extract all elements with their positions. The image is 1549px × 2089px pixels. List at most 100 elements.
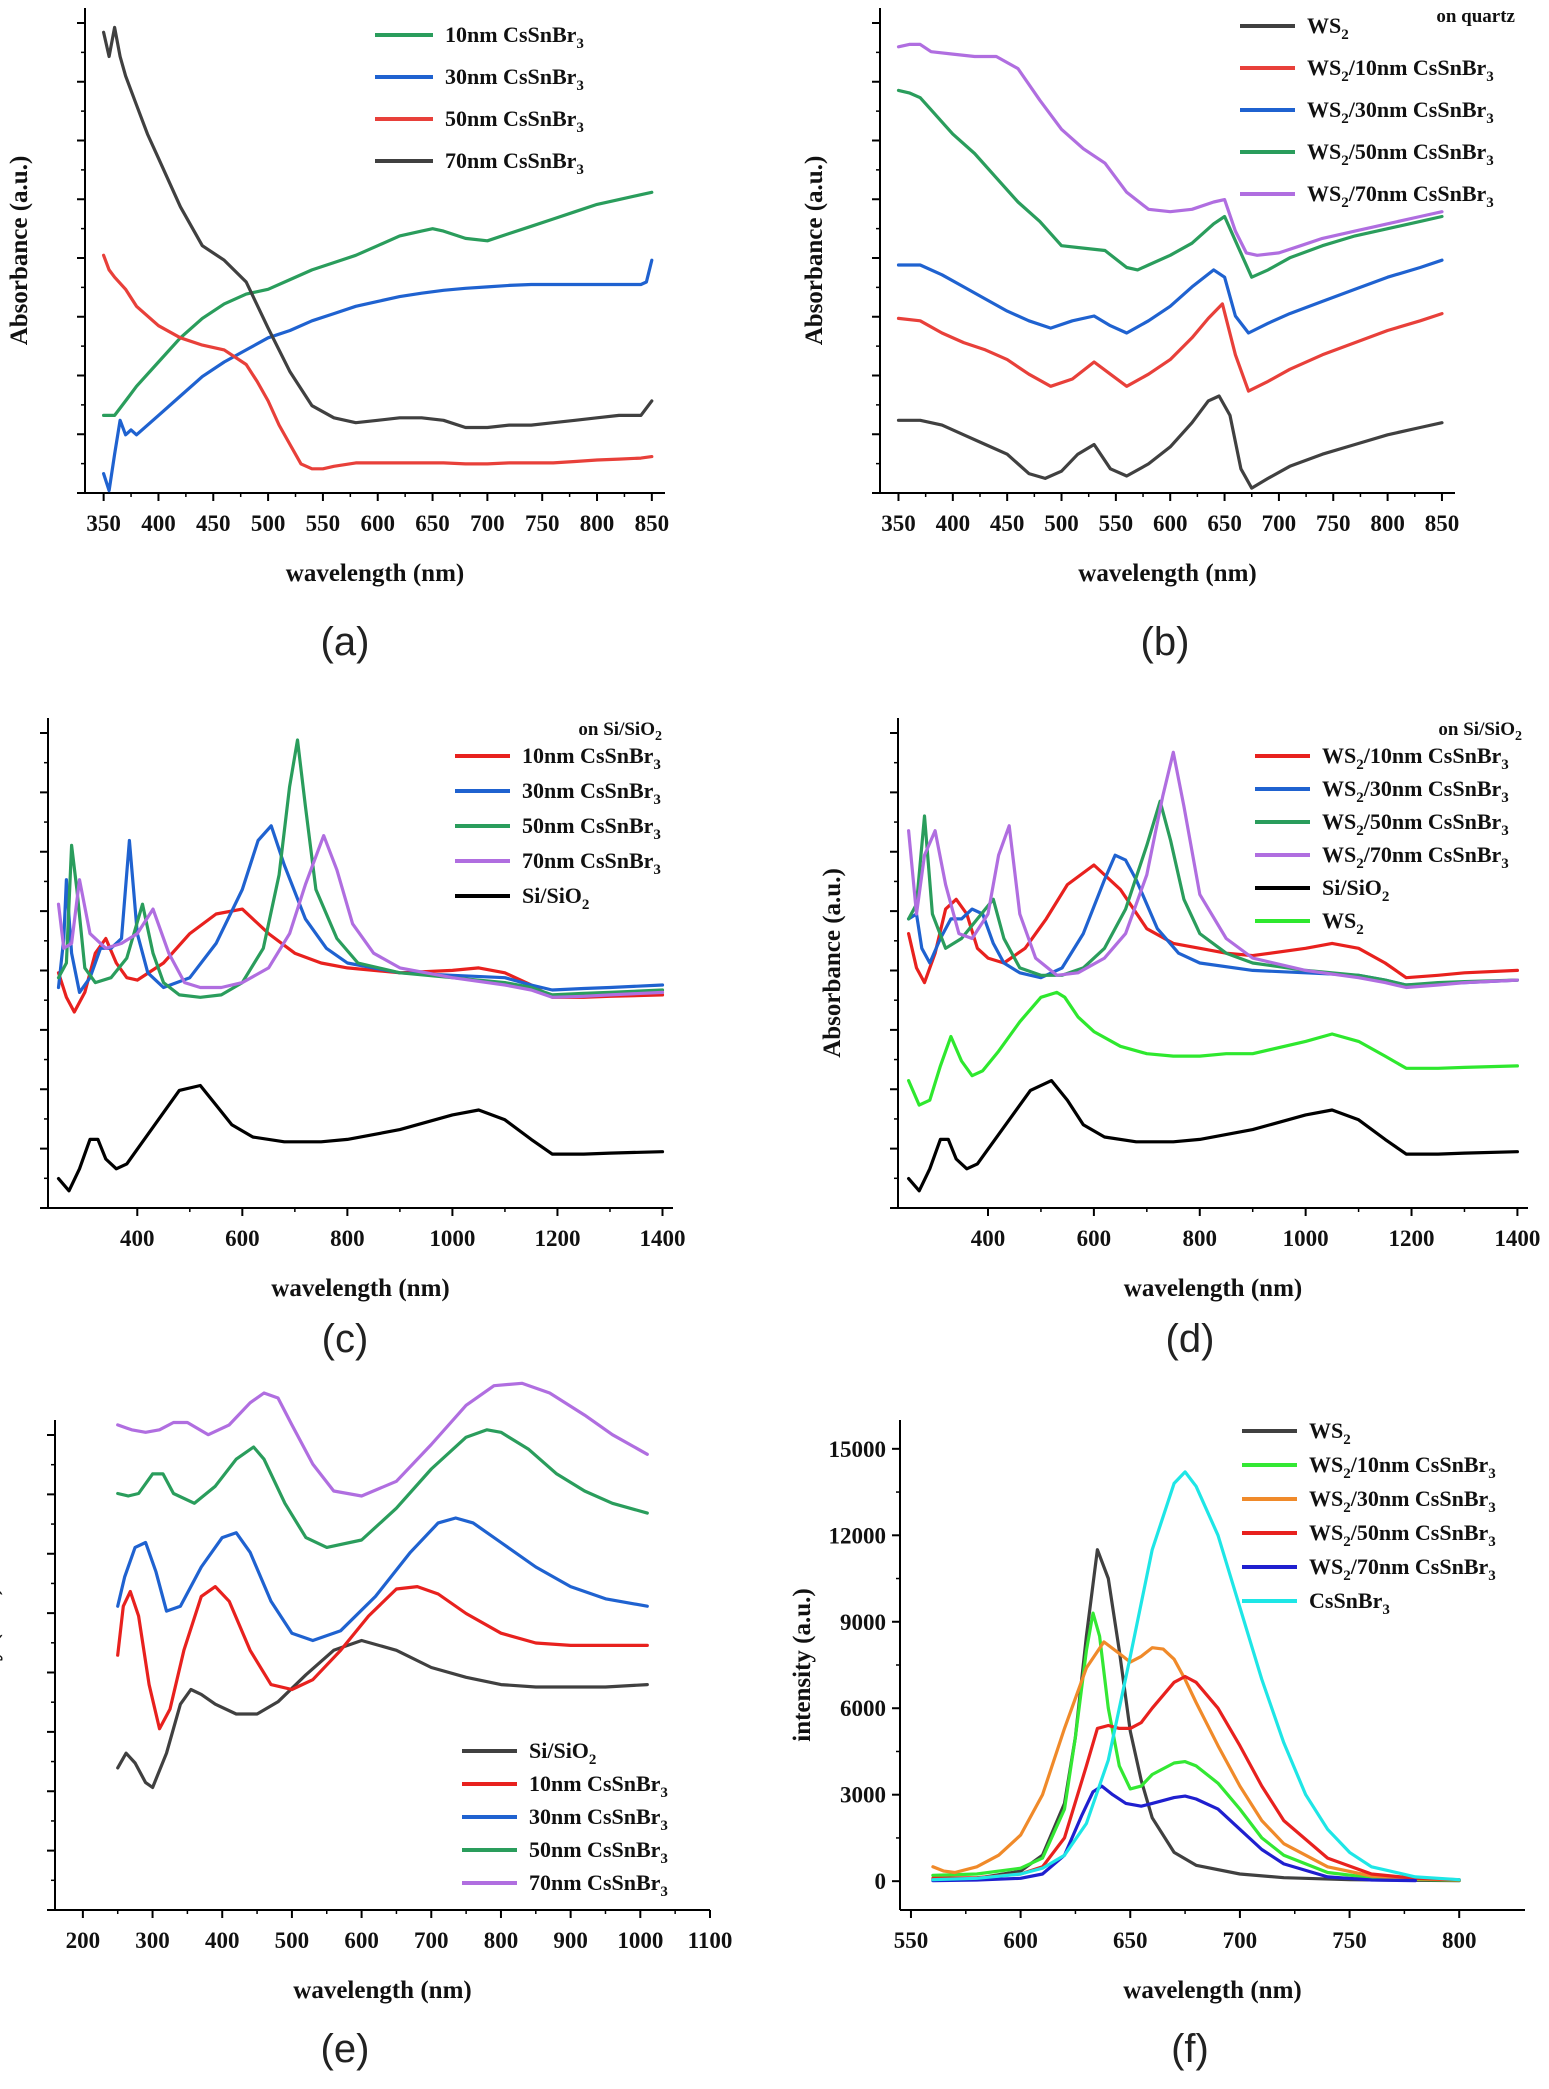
x-tick-label: 600 — [225, 1226, 260, 1251]
legend-label: Si/SiO2 — [1322, 875, 1389, 905]
x-tick-label: 700 — [1223, 1928, 1258, 1953]
x-tick-label: 600 — [360, 511, 395, 536]
panel-caption: (b) — [1141, 620, 1190, 664]
y-axis-title: Absorbance (a.u.) — [819, 868, 846, 1058]
legend-label: WS2/70nm CsSnBr3 — [1322, 842, 1509, 872]
legend-label: WS2/10nm CsSnBr3 — [1307, 55, 1494, 85]
legend-label: 30nm CsSnBr3 — [445, 64, 584, 94]
series-line-2 — [101, 258, 654, 493]
legend: WS2 WS2/10nm CsSnBr3 WS2/30nm CsSnBr3 WS2/5… — [1240, 13, 1494, 211]
x-tick-label: 850 — [635, 511, 670, 536]
x-tick-label: 200 — [66, 1928, 101, 1953]
x-tick-label: 750 — [525, 511, 560, 536]
x-tick-label: 400 — [971, 1226, 1006, 1251]
series-line-3 — [906, 799, 1520, 987]
y-tick-label: 0 — [875, 1869, 887, 1894]
series-line-4 — [896, 88, 1444, 279]
x-tick-label: 550 — [894, 1928, 929, 1953]
x-tick-label: 1000 — [1283, 1226, 1329, 1251]
x-tick-label: 600 — [1003, 1928, 1038, 1953]
panel-note: on quartz — [1436, 6, 1515, 27]
x-tick-label: 450 — [990, 511, 1025, 536]
series-line-5 — [906, 1078, 1520, 1193]
x-tick-label: 700 — [414, 1928, 449, 1953]
x-tick-label: 1400 — [1494, 1226, 1540, 1251]
x-tick-label: 700 — [1262, 511, 1297, 536]
legend-label: 50nm CsSnBr3 — [445, 106, 584, 136]
x-tick-label: 1000 — [429, 1226, 475, 1251]
legend-label: 70nm CsSnBr3 — [522, 848, 661, 878]
series-line-1 — [896, 394, 1444, 490]
series-line-3 — [116, 1516, 649, 1643]
legend-label: WS2 — [1322, 908, 1364, 938]
panel-e: 200 300 400 500 600 700 800 900 1000 1100 waveleng… — [0, 1381, 733, 2071]
x-tick-label: 650 — [415, 511, 450, 536]
legend-label: WS2/50nm CsSnBr3 — [1322, 809, 1509, 839]
legend-label: WS2/10nm CsSnBr3 — [1309, 1452, 1496, 1482]
series-line-1 — [116, 1638, 649, 1790]
x-axis-title: wavelength (nm) — [293, 1977, 471, 2004]
x-tick-label: 400 — [141, 511, 176, 536]
x-tick-label: 850 — [1425, 511, 1460, 536]
x-tick-label: 450 — [196, 511, 231, 536]
series-line-3 — [931, 1640, 1461, 1882]
series-line-4 — [101, 25, 654, 430]
series-line-6 — [906, 990, 1520, 1107]
x-tick-label: 500 — [251, 511, 286, 536]
y-tick-label: 15000 — [829, 1437, 887, 1462]
series-line-4 — [931, 1674, 1461, 1882]
x-tick-label: 550 — [1099, 511, 1134, 536]
y-axis-title: Absorbance (a.u.) — [6, 156, 33, 346]
series-line-3 — [896, 258, 1444, 335]
panel-caption: (d) — [1166, 1317, 1215, 1361]
series-line-1 — [101, 190, 654, 417]
x-tick-label: 800 — [484, 1928, 519, 1953]
legend-label: WS2/50nm CsSnBr3 — [1309, 1520, 1496, 1550]
x-tick-label: 350 — [881, 511, 916, 536]
legend-label: Si/SiO2 — [529, 1738, 596, 1768]
panel-caption: (c) — [322, 1317, 369, 1361]
legend-label: 50nm CsSnBr3 — [529, 1837, 668, 1867]
legend-label: WS2 — [1307, 13, 1349, 43]
series-line-4 — [906, 750, 1520, 990]
x-tick-label: 1200 — [534, 1226, 580, 1251]
y-tick-label: 9000 — [840, 1610, 886, 1635]
panel-a: 350 400 450 500 550 600 650 700 750 800 850 wavelen… — [6, 8, 669, 664]
x-tick-label: 1000 — [617, 1928, 663, 1953]
x-tick-label: 750 — [1332, 1928, 1367, 1953]
panel-caption: (f) — [1171, 2027, 1209, 2071]
x-tick-label: 750 — [1316, 511, 1351, 536]
legend-label: 50nm CsSnBr3 — [522, 813, 661, 843]
x-tick-label: 400 — [120, 1226, 155, 1251]
x-tick-label: 1100 — [688, 1928, 733, 1953]
series-line-4 — [116, 1428, 649, 1550]
series-line-2 — [896, 302, 1444, 393]
series-line-2 — [931, 1611, 1461, 1882]
panel-d: 400 600 800 1000 1200 1400 wavelength (nm) Abso… — [819, 718, 1540, 1361]
series-line-5 — [116, 1381, 649, 1498]
panel-caption: (e) — [321, 2027, 370, 2071]
x-axis-title: wavelength (nm) — [286, 560, 464, 587]
x-tick-label: 1400 — [639, 1226, 685, 1251]
legend-label: 10nm CsSnBr3 — [529, 1771, 668, 1801]
legend-label: 30nm CsSnBr3 — [522, 778, 661, 808]
series-line-6 — [931, 1470, 1461, 1882]
series-line-3 — [56, 738, 665, 999]
series-line-5 — [56, 1083, 665, 1193]
x-axis-title: wavelength (nm) — [1078, 560, 1256, 587]
series-line-2 — [116, 1584, 649, 1731]
legend-label: 10nm CsSnBr3 — [522, 743, 661, 773]
legend: 10nm CsSnBr3 30nm CsSnBr3 50nm CsSnBr3 70nm… — [375, 22, 584, 178]
x-axis-title: wavelength (nm) — [1124, 1275, 1302, 1302]
x-tick-label: 350 — [86, 511, 121, 536]
x-axis-title: wavelength (nm) — [271, 1275, 449, 1302]
legend-label: 30nm CsSnBr3 — [529, 1804, 668, 1834]
x-tick-label: 800 — [580, 511, 615, 536]
y-tick-label: 6000 — [840, 1696, 886, 1721]
panel-note: on Si/SiO2 — [578, 719, 662, 744]
legend-label: WS2 — [1309, 1418, 1351, 1448]
